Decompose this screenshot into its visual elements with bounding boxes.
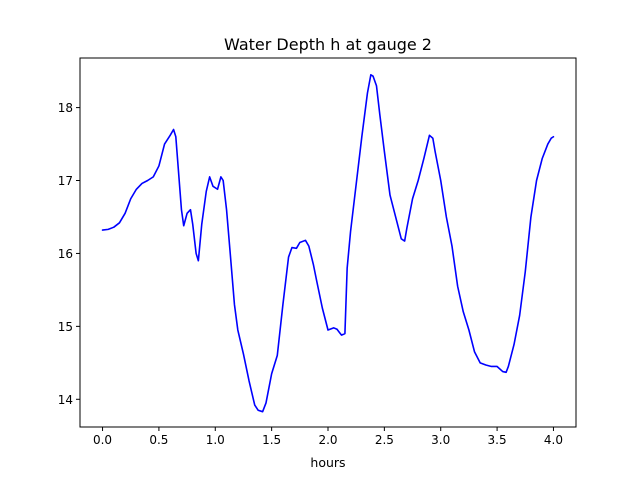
plot-area (101, 73, 555, 413)
x-tick-label: 0.0 (93, 433, 112, 447)
x-tick-label: 2.0 (318, 433, 337, 447)
y-axis-ticks: 14 15 16 17 18 (58, 101, 80, 407)
x-tick-label: 1.0 (206, 433, 225, 447)
x-tick-label: 3.0 (431, 433, 450, 447)
x-tick-label: 4.0 (544, 433, 563, 447)
y-tick-label: 16 (58, 247, 73, 261)
axes-frame (79, 57, 577, 428)
y-tick-label: 14 (58, 393, 73, 407)
x-tick-label: 1.5 (262, 433, 281, 447)
x-axis-ticks: 0.0 0.5 1.0 1.5 2.0 2.5 3.0 3.5 4.0 (93, 427, 563, 447)
x-tick-label: 3.5 (488, 433, 507, 447)
x-axis-label: hours (310, 455, 345, 470)
series-line (101, 73, 555, 413)
x-tick-label: 0.5 (149, 433, 168, 447)
chart-title: Water Depth h at gauge 2 (224, 35, 432, 54)
y-tick-label: 15 (58, 320, 73, 334)
x-tick-label: 2.5 (375, 433, 394, 447)
y-tick-label: 18 (58, 101, 73, 115)
y-tick-label: 17 (58, 174, 73, 188)
